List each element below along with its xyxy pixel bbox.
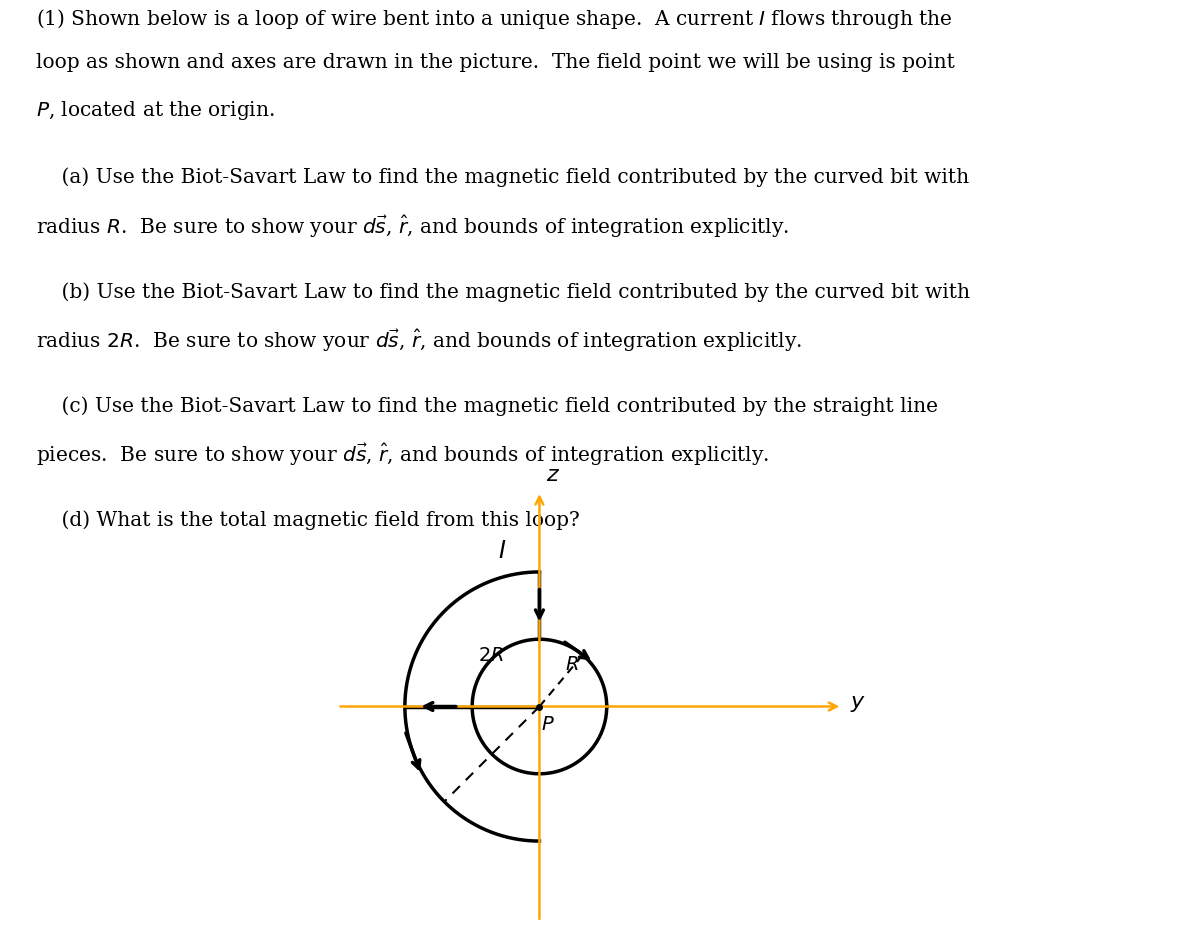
- Text: $R$: $R$: [565, 656, 578, 674]
- Text: pieces.  Be sure to show your $d\vec{s}$, $\hat{r}$, and bounds of integration e: pieces. Be sure to show your $d\vec{s}$,…: [36, 443, 769, 468]
- Text: (d) What is the total magnetic field from this loop?: (d) What is the total magnetic field fro…: [36, 511, 580, 530]
- Text: $y$: $y$: [851, 692, 866, 714]
- Text: $P$: $P$: [541, 716, 554, 735]
- Text: $P$, located at the origin.: $P$, located at the origin.: [36, 99, 275, 122]
- Text: $I$: $I$: [498, 541, 506, 563]
- Text: loop as shown and axes are drawn in the picture.  The field point we will be usi: loop as shown and axes are drawn in the …: [36, 54, 955, 73]
- Text: (a) Use the Biot-Savart Law to find the magnetic field contributed by the curved: (a) Use the Biot-Savart Law to find the …: [36, 168, 970, 187]
- Text: (1) Shown below is a loop of wire bent into a unique shape.  A current $I$ flows: (1) Shown below is a loop of wire bent i…: [36, 8, 953, 31]
- Text: radius $R$.  Be sure to show your $d\vec{s}$, $\hat{r}$, and bounds of integrati: radius $R$. Be sure to show your $d\vec{…: [36, 214, 790, 239]
- Text: $z$: $z$: [546, 463, 560, 486]
- Text: (c) Use the Biot-Savart Law to find the magnetic field contributed by the straig: (c) Use the Biot-Savart Law to find the …: [36, 397, 938, 416]
- Text: $2R$: $2R$: [478, 647, 504, 665]
- Text: (b) Use the Biot-Savart Law to find the magnetic field contributed by the curved: (b) Use the Biot-Savart Law to find the …: [36, 282, 970, 301]
- Text: radius $2R$.  Be sure to show your $d\vec{s}$, $\hat{r}$, and bounds of integrat: radius $2R$. Be sure to show your $d\vec…: [36, 328, 802, 354]
